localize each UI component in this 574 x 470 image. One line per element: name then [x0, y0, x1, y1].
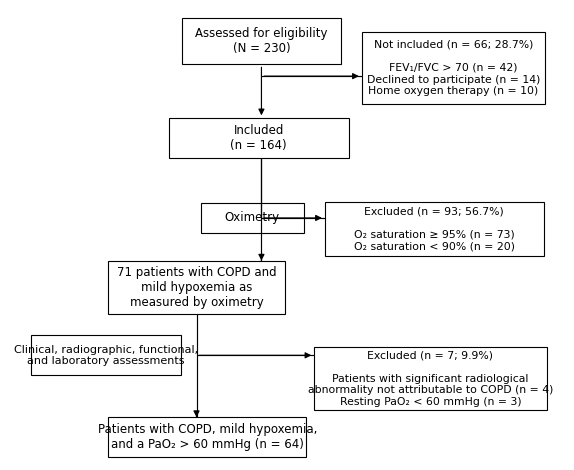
FancyBboxPatch shape [108, 261, 285, 314]
Text: Clinical, radiographic, functional,
and laboratory assessments: Clinical, radiographic, functional, and … [14, 345, 198, 366]
Text: Excluded (n = 93; 56.7%)

O₂ saturation ≥ 95% (n = 73)
O₂ saturation < 90% (n = : Excluded (n = 93; 56.7%) O₂ saturation ≥… [354, 207, 515, 251]
FancyBboxPatch shape [108, 417, 307, 457]
Text: Patients with COPD, mild hypoxemia,
and a PaO₂ > 60 mmHg (n = 64): Patients with COPD, mild hypoxemia, and … [98, 423, 317, 451]
FancyBboxPatch shape [362, 32, 545, 104]
FancyBboxPatch shape [314, 347, 546, 410]
FancyBboxPatch shape [325, 202, 544, 256]
FancyBboxPatch shape [183, 18, 340, 64]
FancyBboxPatch shape [201, 203, 304, 233]
Text: Not included (n = 66; 28.7%)

FEV₁/FVC > 70 (n = 42)
Declined to participate (n : Not included (n = 66; 28.7%) FEV₁/FVC > … [367, 40, 540, 96]
Text: 71 patients with COPD and
mild hypoxemia as
measured by oximetry: 71 patients with COPD and mild hypoxemia… [117, 266, 277, 309]
FancyBboxPatch shape [31, 336, 181, 375]
Text: Oximetry: Oximetry [224, 212, 280, 225]
Text: Excluded (n = 7; 9.9%)

Patients with significant radiological
abnormality not a: Excluded (n = 7; 9.9%) Patients with sig… [308, 351, 553, 407]
Text: Assessed for eligibility
(N = 230): Assessed for eligibility (N = 230) [195, 27, 328, 55]
FancyBboxPatch shape [169, 118, 348, 158]
Text: Included
(n = 164): Included (n = 164) [231, 124, 287, 152]
